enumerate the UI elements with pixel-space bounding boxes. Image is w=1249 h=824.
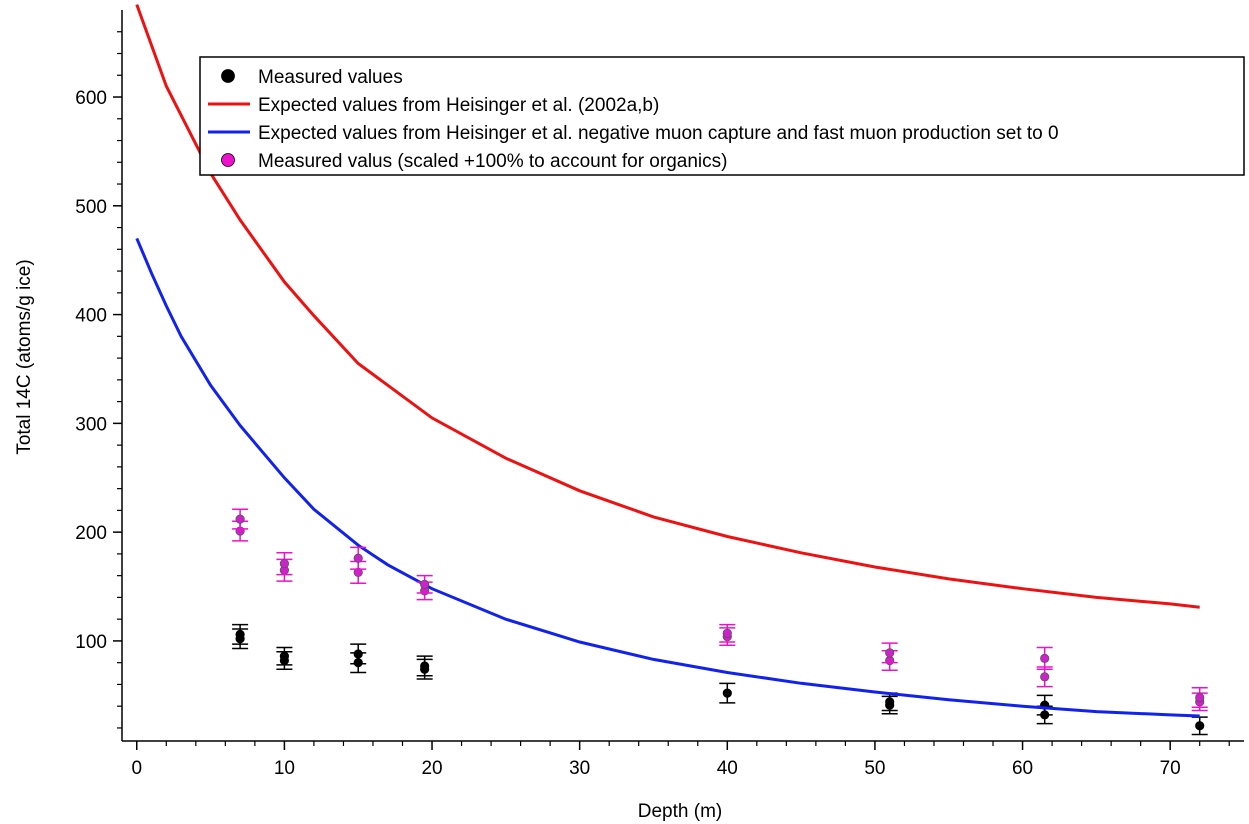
data-point-scaled: [235, 514, 245, 524]
x-tick-label: 40: [717, 758, 738, 779]
y-tick-label: 300: [75, 414, 107, 435]
x-tick-label: 10: [274, 758, 295, 779]
data-point-scaled: [885, 648, 895, 658]
y-tick-label: 200: [75, 523, 107, 544]
data-point-scaled: [1040, 653, 1050, 663]
x-tick-label: 30: [569, 758, 590, 779]
data-point-measured: [353, 649, 363, 659]
legend-swatch-scaled: [221, 153, 235, 167]
data-point-scaled: [1195, 692, 1205, 703]
x-tick-label: 0: [131, 758, 142, 779]
y-tick-label: 400: [75, 306, 107, 327]
data-point-scaled: [722, 628, 732, 638]
data-point-measured: [1195, 721, 1205, 731]
legend-label-scaled: Measured valus (scaled +100% to account …: [258, 151, 727, 172]
legend-label-heisinger_zero: Expected values from Heisinger et al. ne…: [258, 123, 1059, 144]
series-line-heisinger: [135, 4, 1200, 609]
data-point-measured: [235, 629, 245, 639]
legend-label-heisinger: Expected values from Heisinger et al. (2…: [258, 95, 659, 116]
y-axis-title: Total 14C (atoms/g ice): [14, 259, 35, 454]
y-tick-label: 600: [75, 88, 107, 109]
data-point-measured: [722, 688, 732, 698]
y-tick-label: 100: [75, 632, 107, 653]
series-line-heisinger_zero: [135, 237, 1200, 718]
x-tick-label: 20: [421, 758, 442, 779]
legend-swatch-measured: [221, 69, 235, 83]
legend: Measured values Expected values from Heis…: [199, 56, 1245, 176]
x-tick-label: 50: [864, 758, 885, 779]
data-point-measured: [885, 697, 895, 707]
x-axis-title: Depth (m): [638, 801, 722, 822]
plot-area: [135, 4, 1208, 736]
legend-box: [199, 56, 1245, 176]
data-point-scaled: [353, 553, 363, 563]
data-point-scaled: [420, 579, 430, 589]
data-point-scaled: [279, 559, 289, 569]
x-tick-label: 60: [1012, 758, 1033, 779]
legend-label-measured: Measured values: [258, 67, 403, 88]
x-tick-label: 70: [1160, 758, 1181, 779]
y-tick-label: 500: [75, 197, 107, 218]
data-point-measured: [420, 661, 430, 671]
axes: 0 10 20 30 40 50 60 70 100 200 300 400 500 600: [75, 10, 1244, 779]
data-point-scaled: [1040, 672, 1050, 682]
data-point-measured: [279, 651, 289, 661]
